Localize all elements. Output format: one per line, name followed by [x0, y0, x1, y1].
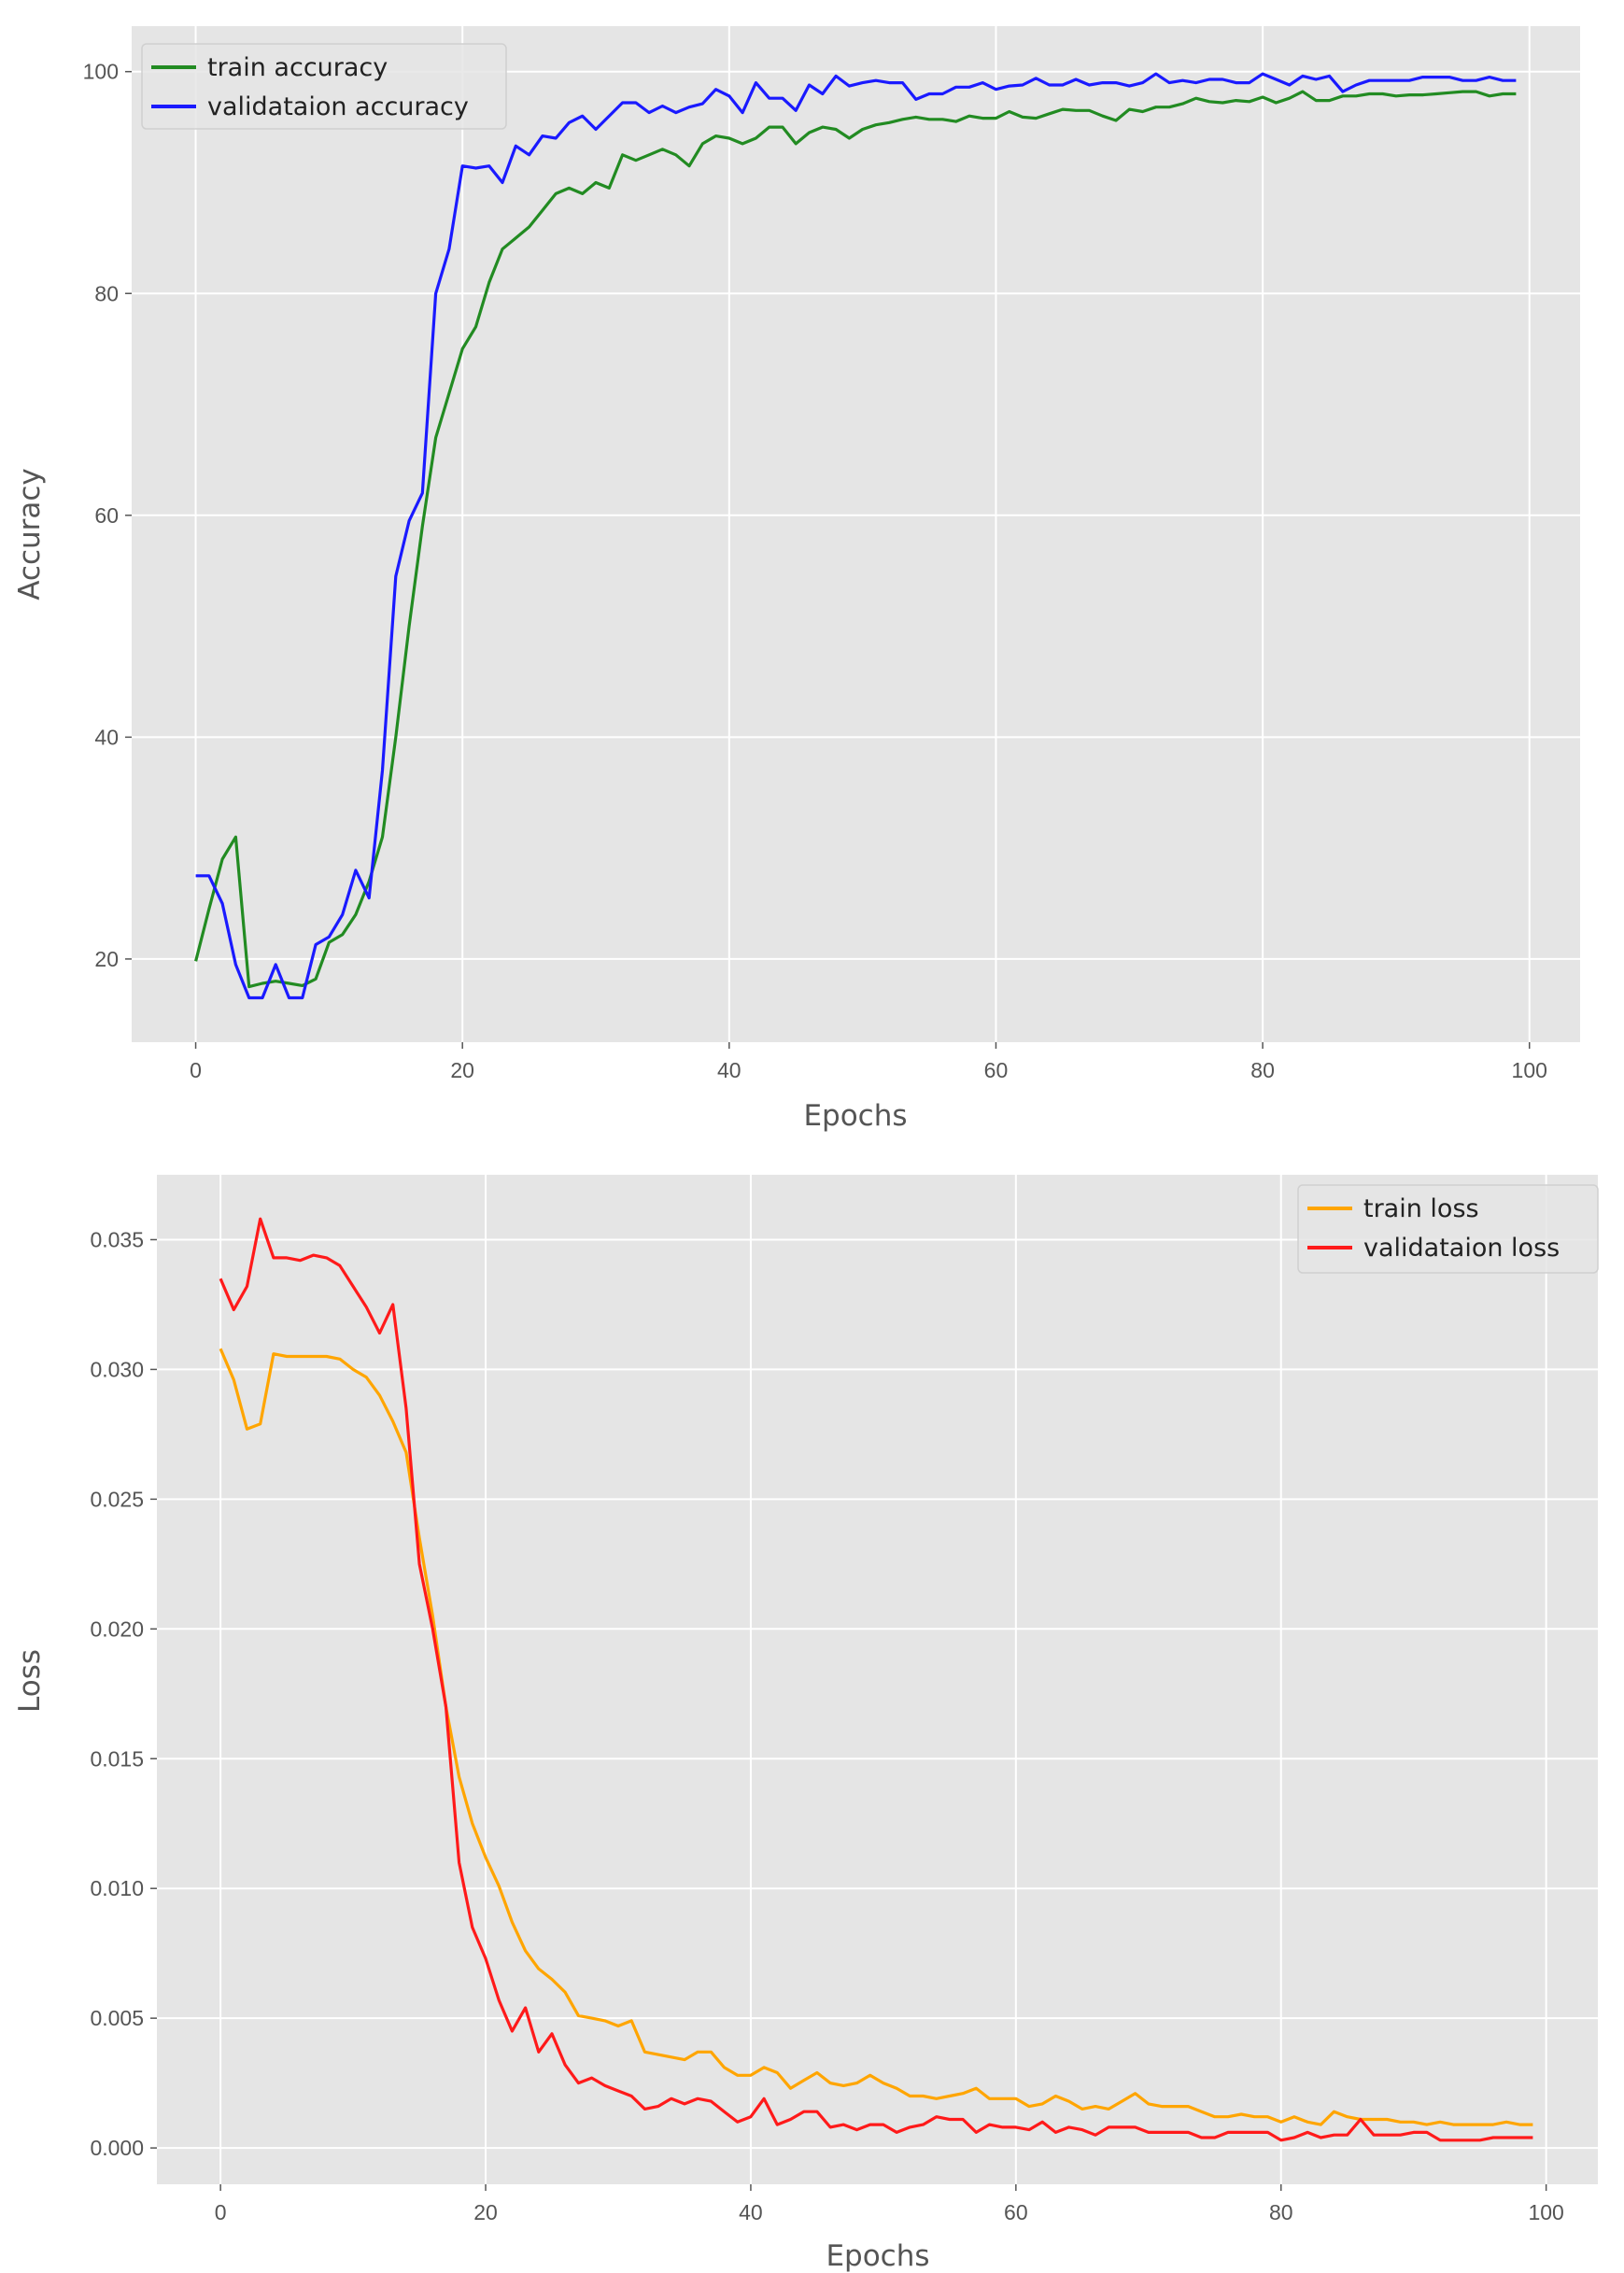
accuracy-y-tick-label: 80 [94, 281, 119, 305]
loss-y-tick-label: 0.020 [90, 1617, 144, 1641]
loss-legend-label: train loss [1363, 1194, 1479, 1223]
accuracy-y-tick-label: 40 [94, 725, 119, 749]
accuracy-y-tick-label: 20 [94, 947, 119, 971]
loss-y-tick-label: 0.030 [90, 1357, 144, 1381]
accuracy-x-tick-label: 100 [1512, 1058, 1547, 1082]
accuracy-legend-label: validataion accuracy [207, 92, 469, 121]
accuracy-x-tick-label: 0 [190, 1058, 202, 1082]
loss-plot-area [157, 1175, 1598, 2184]
accuracy-series-1-line [195, 72, 1517, 1000]
loss-x-tick-label: 20 [473, 2200, 498, 2224]
accuracy-y-tick-label: 60 [94, 503, 119, 528]
loss-y-axis-label: Loss [13, 1649, 47, 1713]
loss-x-tick-label: 0 [215, 2200, 227, 2224]
accuracy-x-axis-label: Epochs [803, 1099, 907, 1133]
loss-x-axis-label: Epochs [826, 2239, 929, 2273]
loss-y-tick-label: 0.005 [90, 2006, 144, 2030]
loss-y-tick-label: 0.010 [90, 1876, 144, 1900]
loss-x-tick-label: 40 [739, 2200, 763, 2224]
loss-legend [1297, 1184, 1599, 1274]
loss-x-tick-label: 100 [1528, 2200, 1563, 2224]
accuracy-x-tick-label: 20 [450, 1058, 474, 1082]
loss-x-tick-label: 60 [1004, 2200, 1028, 2224]
loss-chart: Epochs Loss 0 20 40 60 80 100 0.000 0.005 0.010 0… [13, 1175, 1599, 2273]
loss-y-tick-label: 0.035 [90, 1227, 144, 1251]
accuracy-legend-label: train accuracy [207, 53, 388, 82]
accuracy-chart: Epochs Accuracy 0 20 40 60 80 100 20 40 60 80 100 t… [13, 26, 1580, 1133]
accuracy-x-tick-label: 40 [717, 1058, 741, 1082]
accuracy-legend [141, 43, 507, 130]
accuracy-y-axis-label: Accuracy [13, 468, 47, 600]
loss-x-tick-label: 80 [1269, 2200, 1293, 2224]
loss-y-tick-label: 0.000 [90, 2136, 144, 2160]
accuracy-x-tick-label: 60 [984, 1058, 1009, 1082]
accuracy-series-0-line [194, 90, 1517, 989]
loss-y-tick-label: 0.015 [90, 1746, 144, 1771]
loss-series-1-line [219, 1217, 1533, 2142]
loss-y-tick-label: 0.025 [90, 1487, 144, 1511]
accuracy-y-tick-label: 100 [83, 60, 119, 84]
loss-legend-label: validataion loss [1363, 1234, 1560, 1263]
accuracy-x-tick-label: 80 [1250, 1058, 1275, 1082]
